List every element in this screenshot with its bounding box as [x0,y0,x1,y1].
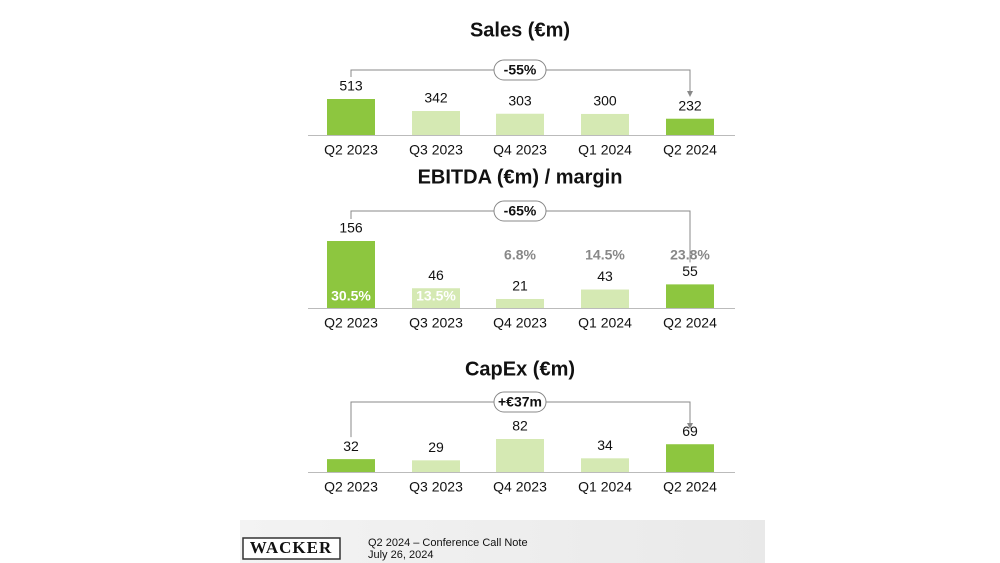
chart-title: EBITDA (€m) / margin [418,166,623,188]
bar [666,284,714,308]
bar [327,241,375,308]
logo-box [242,537,341,560]
value-label: 34 [597,437,613,453]
x-tick-label: Q2 2024 [663,315,717,331]
margin-label: 30.5% [331,288,371,304]
x-tick-label: Q3 2023 [409,479,463,495]
footer-note: Q2 2024 – Conference Call Note [368,537,528,549]
x-tick-label: Q3 2023 [409,142,463,158]
bar [496,439,544,472]
bar [496,298,544,308]
x-tick-label: Q2 2023 [324,142,378,158]
x-tick-label: Q4 2023 [493,479,547,495]
x-tick-label: Q2 2024 [663,479,717,495]
bar [666,444,714,472]
x-tick-label: Q4 2023 [493,315,547,331]
chart-title: CapEx (€m) [465,358,575,380]
x-tick-label: Q3 2023 [409,315,463,331]
margin-label: 23.8% [670,247,710,263]
value-label: 300 [593,93,617,109]
bar [581,289,629,308]
annotation-box [493,391,547,413]
x-tick-label: Q1 2024 [578,315,632,331]
annotation: -65% [504,203,537,219]
x-tick-label: Q4 2023 [493,142,547,158]
bar [412,460,460,472]
value-label: 43 [597,268,613,284]
value-label: 32 [343,438,359,454]
x-tick-label: Q2 2023 [324,479,378,495]
annotation-box [493,200,547,222]
margin-label: 14.5% [585,247,625,263]
value-label: 156 [339,220,363,236]
x-tick-label: Q2 2023 [324,315,378,331]
margin-label: 13.5% [416,288,456,304]
x-tick-label: Q2 2024 [663,142,717,158]
value-label: 29 [428,439,444,455]
bar [666,118,714,135]
bar [327,459,375,472]
logo: WACKER [250,538,333,557]
footer-date: July 26, 2024 [368,549,433,561]
value-label: 69 [682,423,698,439]
x-tick-label: Q1 2024 [578,142,632,158]
annotation-box [493,59,547,81]
value-label: 232 [678,97,702,113]
bar [581,113,629,135]
value-label: 303 [508,92,532,108]
margin-label: 6.8% [504,247,536,263]
chart-title: Sales (€m) [470,19,570,41]
value-label: 342 [424,90,448,106]
value-label: 513 [339,78,363,94]
annotation: -55% [504,62,537,78]
bar [581,458,629,472]
value-label: 55 [682,263,698,279]
bar [496,113,544,135]
value-label: 82 [512,418,528,434]
x-tick-label: Q1 2024 [578,479,632,495]
annotation: +€37m [498,394,542,410]
bar [412,288,460,308]
value-label: 46 [428,267,444,283]
bar [412,111,460,135]
value-label: 21 [512,278,528,294]
bar [327,99,375,135]
